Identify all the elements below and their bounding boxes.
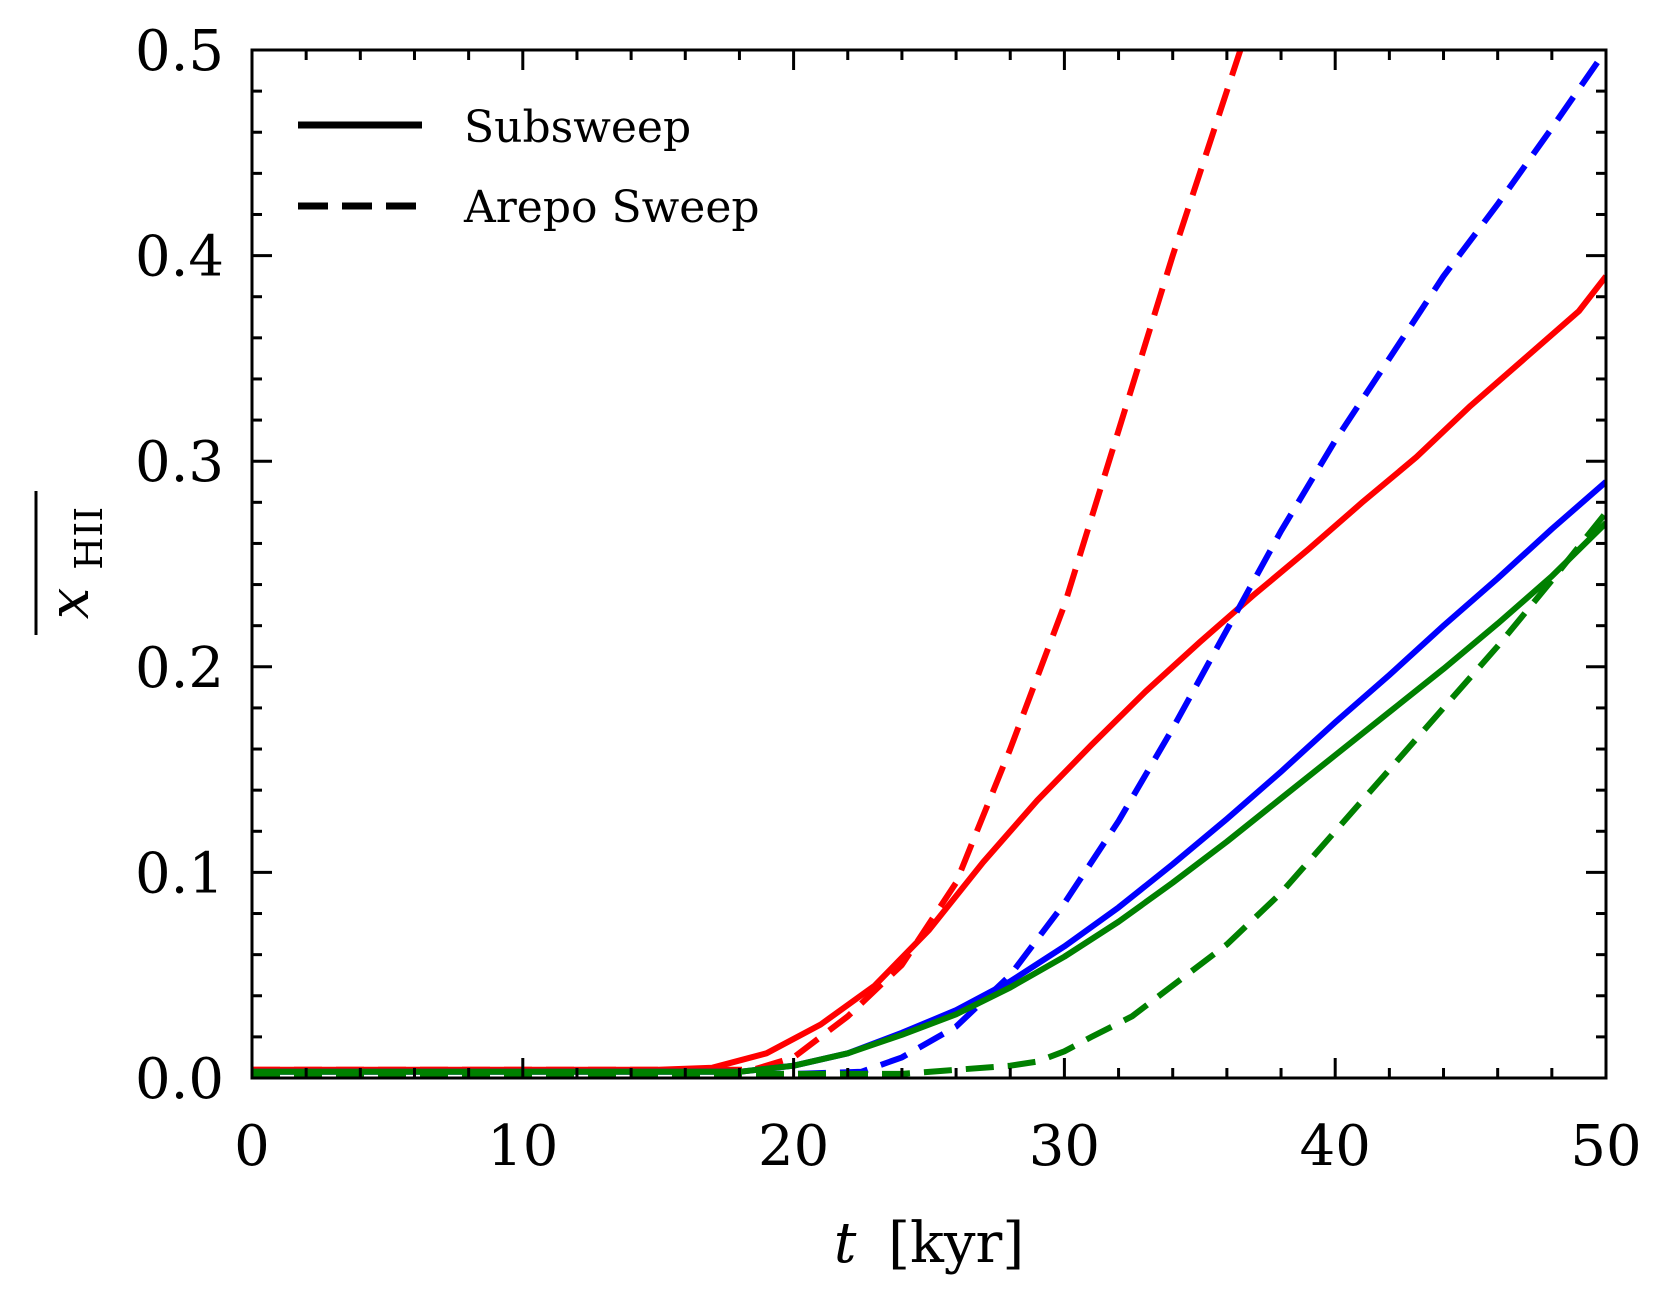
legend-label-subsweep: Subsweep — [464, 102, 691, 153]
y-tick-labels: 0.0 0.1 0.2 0.3 0.4 0.5 — [135, 19, 224, 1112]
x-axis-label: t [kyr] — [834, 1211, 1024, 1276]
ticks-layer — [250, 48, 1608, 1080]
series-line-green-arepo — [252, 510, 1606, 1077]
x-tick-label: 20 — [758, 1114, 829, 1179]
legend: Subsweep Arepo Sweep — [298, 102, 760, 233]
series-line-red-subsweep — [252, 274, 1606, 1073]
y-axis-label-text: x HII — [37, 507, 111, 620]
x-axis-variable: t — [834, 1211, 857, 1276]
x-tick-label: 50 — [1570, 1114, 1641, 1179]
y-tick-label: 0.2 — [135, 636, 224, 701]
series-line-green-subsweep — [252, 520, 1606, 1075]
y-axis-label: x HII — [34, 491, 111, 635]
series-layer — [252, 50, 1606, 1077]
x-tick-label: 40 — [1300, 1114, 1371, 1179]
series-line-blue-subsweep — [252, 479, 1606, 1075]
x-tick-label: 0 — [234, 1114, 270, 1179]
plot-frame — [250, 48, 1608, 1080]
y-axis-variable: x — [37, 588, 102, 620]
legend-label-arepo-sweep: Arepo Sweep — [463, 182, 760, 233]
x-tick-labels: 0 10 20 30 40 50 — [234, 1114, 1641, 1179]
y-axis-subscript: HII — [67, 507, 111, 570]
x-tick-label: 30 — [1029, 1114, 1100, 1179]
y-tick-label: 0.0 — [135, 1047, 224, 1112]
y-tick-label: 0.3 — [135, 430, 224, 495]
x-tick-label: 10 — [487, 1114, 558, 1179]
y-tick-label: 0.5 — [135, 19, 224, 84]
x-axis-unit: [kyr] — [888, 1211, 1024, 1276]
y-tick-label: 0.4 — [135, 225, 224, 290]
y-tick-label: 0.1 — [135, 841, 224, 906]
